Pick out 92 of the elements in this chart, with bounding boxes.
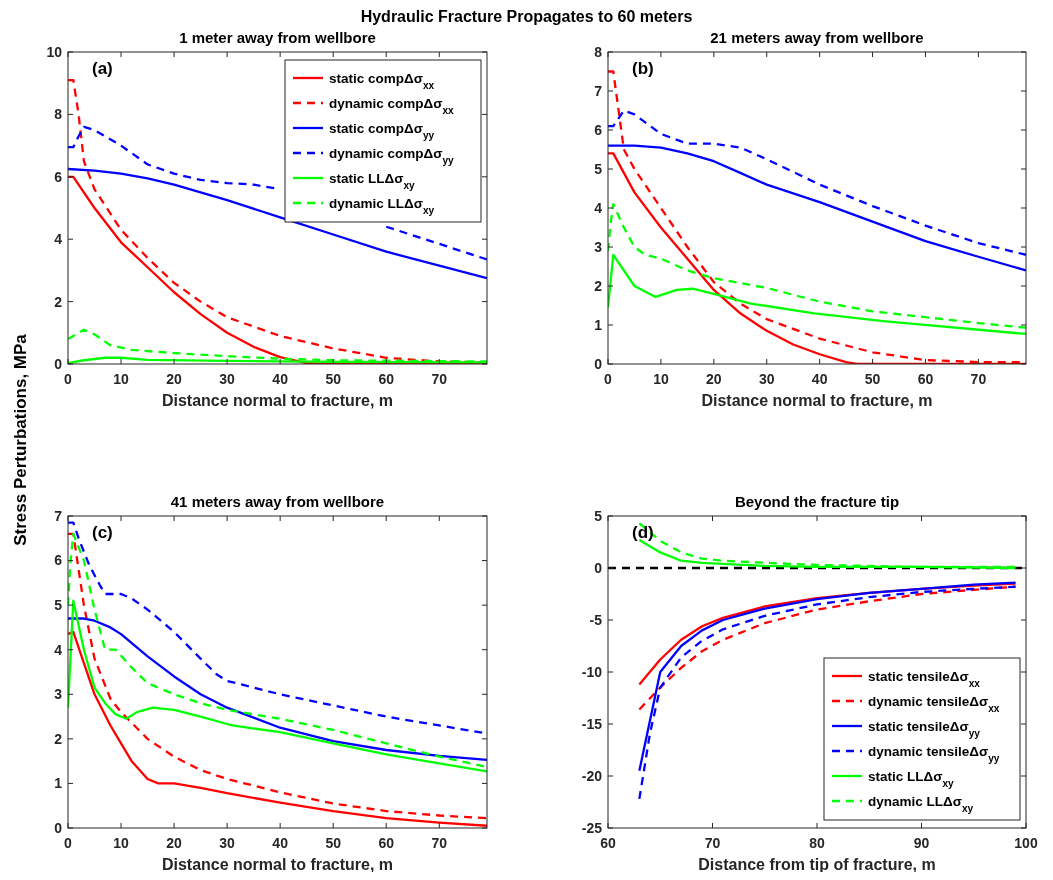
legend-label: static LLΔσ$_{xy}$ (868, 768, 955, 789)
y-tick-label: -5 (589, 611, 603, 628)
legend-label: dynamic tensileΔσ$_{xx}$ (868, 693, 1000, 714)
annotation: (c) (92, 523, 113, 542)
y-tick-label: -20 (581, 767, 603, 784)
y-tick-label: 0 (54, 355, 63, 372)
x-tick-label: 50 (325, 835, 342, 851)
y-tick-label: 6 (54, 168, 63, 185)
x-tick-label: 70 (431, 371, 448, 387)
y-tick-label: -15 (581, 715, 603, 732)
y-tick-label: 3 (594, 238, 603, 255)
x-tick-label: 70 (970, 371, 987, 387)
x-tick-label: 80 (809, 835, 825, 851)
x-tick-label: 60 (378, 371, 395, 387)
y-tick-label: 6 (594, 121, 603, 138)
y-tick-label: 0 (54, 819, 63, 836)
y-tick-label: 0 (594, 559, 603, 576)
x-tick-label: 10 (653, 371, 669, 387)
x-tick-label: 70 (431, 835, 448, 851)
x-tick-label: 60 (378, 835, 395, 851)
chart-title: 1 meter away from wellbore (179, 29, 376, 46)
x-tick-label: 50 (864, 371, 881, 387)
x-tick-label: 30 (758, 371, 775, 387)
chart-title: 21 meters away from wellbore (710, 29, 924, 46)
y-tick-label: -25 (581, 819, 603, 836)
x-tick-label: 10 (113, 835, 130, 851)
x-axis-title: Distance normal to fracture, m (701, 392, 933, 409)
y-tick-label: 2 (54, 293, 63, 310)
y-tick-label: 8 (54, 106, 63, 123)
y-tick-label: 6 (54, 552, 63, 569)
x-tick-label: 40 (272, 835, 289, 851)
legend-label: static compΔσ$_{yy}$ (329, 120, 435, 141)
x-tick-label: 30 (219, 835, 236, 851)
chart-title: Beyond the fracture tip (734, 493, 900, 510)
annotation: (d) (632, 523, 654, 542)
line-series (68, 630, 487, 827)
annotation: (a) (92, 59, 113, 78)
chart-title: 41 meters away from wellbore (170, 493, 385, 510)
x-tick-label: 10 (113, 371, 130, 387)
x-axis-title: Distance normal to fracture, m (161, 856, 394, 873)
text: Hydraulic Fracture Propagates to 60 meters (360, 8, 693, 25)
line-series (608, 144, 1026, 272)
x-tick-label: 0 (64, 371, 73, 387)
y-tick-label: 2 (594, 277, 603, 294)
y-tick-label: 1 (594, 316, 603, 333)
line-series (608, 253, 1026, 336)
x-tick-label: 30 (219, 371, 236, 387)
legend-label: dynamic tensileΔσ$_{yy}$ (868, 743, 1000, 764)
line-series (68, 599, 487, 773)
x-tick-label: 100 (1014, 835, 1038, 851)
y-tick-label: 1 (54, 775, 63, 792)
line-series (608, 109, 1026, 256)
y-tick-label: 7 (594, 82, 603, 99)
y-tick-label: 2 (54, 730, 63, 747)
x-tick-label: 50 (325, 371, 342, 387)
legend-label: dynamic LLΔσ$_{xy}$ (329, 195, 435, 216)
x-tick-label: 90 (913, 835, 930, 851)
legend-label: dynamic compΔσ$_{xx}$ (329, 95, 455, 116)
legend-label: static tensileΔσ$_{xx}$ (868, 668, 981, 689)
y-axis-title: Stress Perturbations, MPa (11, 333, 30, 546)
x-tick-label: 0 (604, 371, 613, 387)
legend-label: dynamic LLΔσ$_{xy}$ (868, 793, 974, 814)
y-tick-label: 4 (54, 641, 63, 658)
line-series (608, 202, 1026, 329)
y-tick-label: 4 (54, 231, 63, 248)
y-tick-label: 4 (594, 199, 603, 216)
x-tick-label: 20 (706, 371, 722, 387)
y-tick-label: 5 (54, 597, 63, 614)
x-tick-label: 20 (166, 835, 183, 851)
x-tick-label: 40 (272, 371, 289, 387)
legend-label: dynamic compΔσ$_{yy}$ (329, 145, 455, 166)
x-tick-label: 60 (917, 371, 934, 387)
x-tick-label: 40 (811, 371, 828, 387)
x-tick-label: 60 (600, 835, 616, 851)
x-tick-label: 0 (64, 835, 73, 851)
line-series (68, 167, 487, 280)
x-axis-title: Distance normal to fracture, m (161, 392, 394, 409)
y-tick-label: 3 (54, 686, 63, 703)
y-tick-label: 5 (594, 507, 603, 524)
legend-label: static tensileΔσ$_{yy}$ (868, 718, 981, 739)
line-series (68, 617, 487, 761)
legend-label: static compΔσ$_{xx}$ (329, 70, 435, 91)
annotation: (b) (632, 59, 654, 78)
legend-label: static LLΔσ$_{xy}$ (329, 170, 416, 191)
y-tick-label: 10 (46, 43, 63, 60)
y-tick-label: 5 (594, 160, 603, 177)
y-tick-label: -10 (581, 663, 603, 680)
y-tick-label: 8 (594, 43, 603, 60)
x-tick-label: 20 (166, 371, 183, 387)
y-tick-label: 7 (54, 507, 63, 524)
y-tick-label: 0 (594, 355, 603, 372)
x-tick-label: 70 (704, 835, 721, 851)
